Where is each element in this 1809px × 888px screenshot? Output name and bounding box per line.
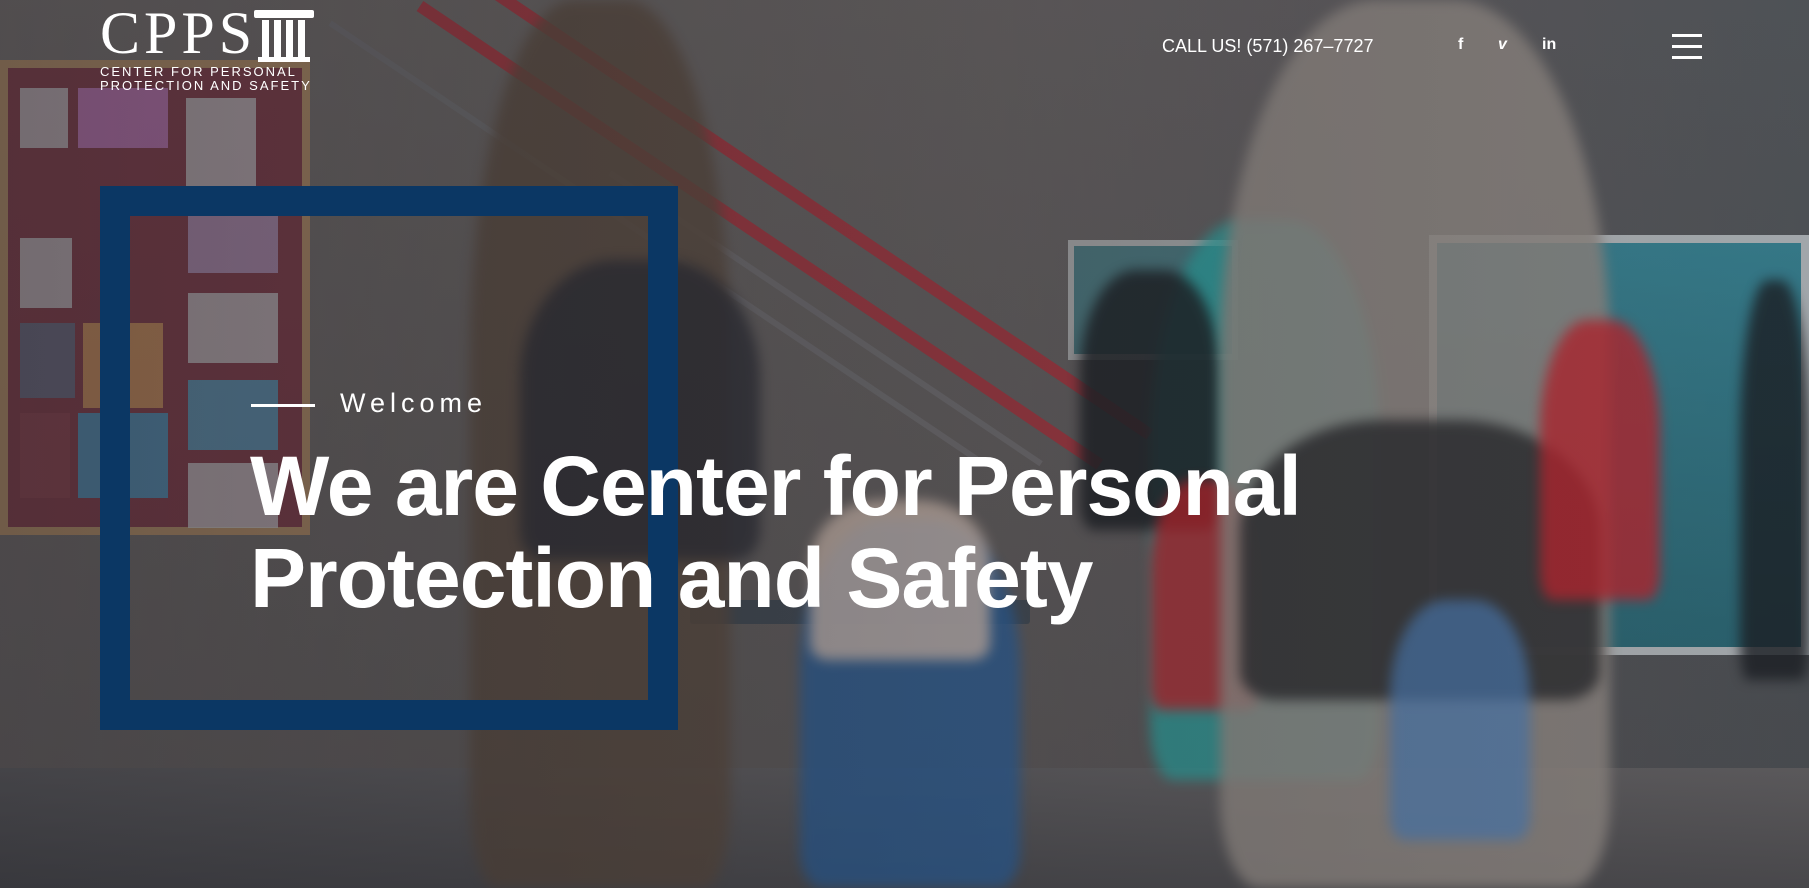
hamburger-menu-icon[interactable] bbox=[1672, 34, 1702, 62]
person-figure bbox=[520, 260, 760, 560]
site-header: CPPS CENTER FOR PERSONAL PROTECTION AND … bbox=[0, 0, 1809, 100]
call-us-link[interactable]: CALL US! (571) 267–7727 bbox=[1162, 36, 1374, 56]
hero-frame bbox=[100, 186, 678, 730]
logo-subtitle-line1: CENTER FOR PERSONAL bbox=[100, 64, 297, 79]
logo-subtitle-line2: PROTECTION AND SAFETY bbox=[100, 78, 312, 93]
facebook-icon[interactable]: f bbox=[1458, 36, 1464, 53]
logo-text: CPPS bbox=[100, 0, 257, 66]
person-figure bbox=[810, 500, 990, 660]
welcome-kicker: Welcome bbox=[340, 388, 488, 418]
linkedin-icon[interactable]: in bbox=[1542, 36, 1557, 53]
person-figure bbox=[1390, 600, 1530, 840]
site-logo[interactable]: CPPS CENTER FOR PERSONAL PROTECTION AND … bbox=[100, 0, 315, 96]
person-figure bbox=[1740, 280, 1809, 680]
column-icon bbox=[254, 8, 315, 62]
person-figure bbox=[1540, 320, 1660, 600]
headline-line-2: Protection and Safety bbox=[250, 531, 1094, 625]
hero-headline: We are Center for Personal Protection an… bbox=[250, 440, 1450, 624]
welcome-divider bbox=[251, 404, 315, 407]
headline-line-1: We are Center for Personal bbox=[250, 439, 1302, 533]
logo-mark: CPPS bbox=[100, 0, 315, 66]
vimeo-icon[interactable]: v bbox=[1498, 36, 1507, 53]
